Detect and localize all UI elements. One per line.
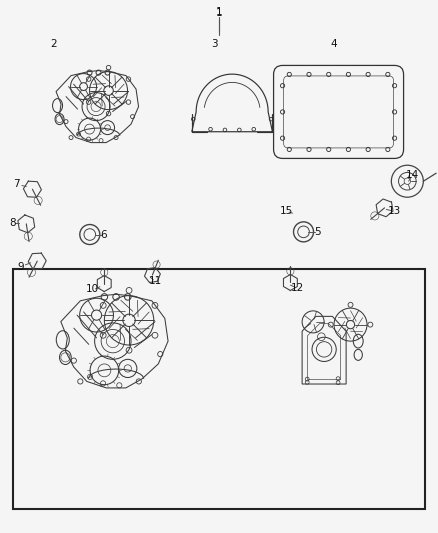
Text: 8: 8 (9, 218, 16, 228)
Text: 1: 1 (215, 9, 223, 18)
Text: 7: 7 (13, 179, 20, 189)
Text: 13: 13 (388, 206, 401, 216)
Text: 5: 5 (314, 227, 321, 237)
Text: 15: 15 (280, 206, 293, 215)
Text: 10: 10 (85, 285, 99, 294)
Text: 4: 4 (331, 39, 338, 49)
Text: 11: 11 (149, 276, 162, 286)
Text: 9: 9 (17, 262, 24, 271)
Bar (13, 269, 425, 509)
Text: 14: 14 (406, 170, 419, 180)
Text: 12: 12 (291, 283, 304, 293)
Text: 2: 2 (50, 39, 57, 49)
Text: 1: 1 (215, 7, 223, 17)
Text: 6: 6 (100, 230, 107, 239)
Text: 3: 3 (211, 39, 218, 49)
